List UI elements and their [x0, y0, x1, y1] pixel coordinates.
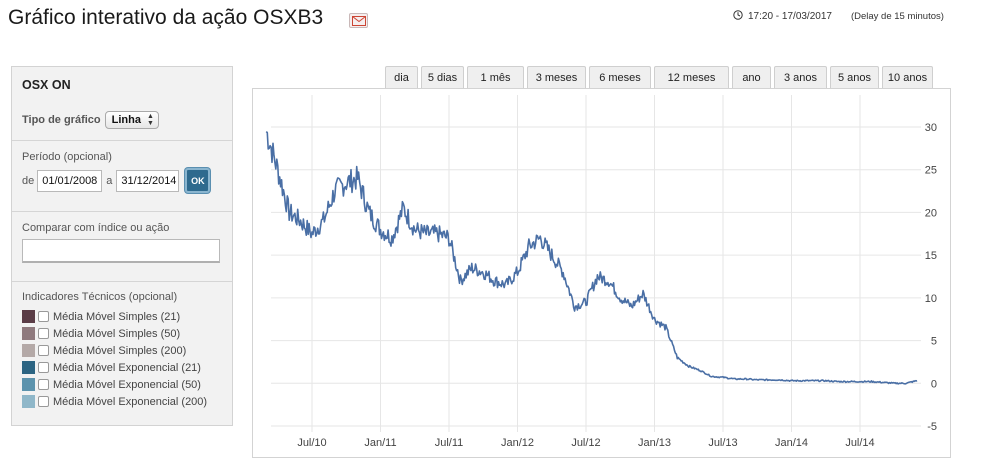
page-title: Gráfico interativo da ação OSXB3	[8, 6, 324, 29]
indicator-label: Média Móvel Exponencial (50)	[53, 378, 201, 391]
indicator-item[interactable]: Média Móvel Exponencial (200)	[22, 393, 222, 410]
indicator-checkbox[interactable]	[38, 396, 49, 407]
tab-period[interactable]: 3 meses	[527, 66, 586, 88]
chart-type-select[interactable]: Linha ▲ ▼	[104, 111, 159, 129]
y-tick-label: 20	[925, 207, 937, 219]
indicator-checkbox[interactable]	[38, 311, 49, 322]
price-series-line	[265, 131, 918, 385]
indicator-item[interactable]: Média Móvel Exponencial (21)	[22, 359, 222, 376]
indicator-swatch	[22, 344, 35, 357]
x-tick-label: Jan/12	[501, 437, 534, 449]
indicator-label: Média Móvel Simples (200)	[53, 344, 187, 357]
price-chart: 30 25 20 15 10 5 0 -5 Jul/10 Jan/11 Jul/11 Jan/12 Ju…	[252, 88, 951, 458]
compare-section: Comparar com índice ou ação	[12, 212, 232, 282]
from-date-field[interactable]: 01/01/2008	[37, 169, 103, 192]
tab-period[interactable]: 12 meses	[654, 66, 729, 88]
from-label: de	[22, 174, 35, 187]
y-tick-label: 10	[925, 293, 937, 305]
tab-period[interactable]: 5 anos	[830, 66, 879, 88]
x-tick-label: Jan/11	[364, 437, 396, 449]
tab-period[interactable]: 6 meses	[589, 66, 651, 88]
indicator-swatch	[22, 395, 35, 408]
timestamp-bar: 17:20 - 17/03/2017 (Delay de 15 minutos)	[733, 10, 944, 23]
indicator-swatch	[22, 310, 35, 323]
indicators-label: Indicadores Técnicos (opcional)	[22, 291, 178, 303]
to-date-field[interactable]: 31/12/2014	[116, 169, 180, 192]
delay-note: (Delay de 15 minutos)	[850, 11, 944, 22]
indicator-checkbox[interactable]	[38, 379, 49, 390]
indicators-section: Indicadores Técnicos (opcional) Média Mó…	[12, 282, 232, 410]
period-tabs: dia 5 dias 1 mês 3 meses 6 meses 12 meses ano 3…	[385, 66, 936, 88]
period-section: Período (opcional) de 01/01/2008 a 31/12…	[12, 141, 232, 212]
indicator-label: Média Móvel Simples (21)	[53, 310, 181, 323]
x-tick-label: Jan/14	[775, 437, 808, 449]
indicator-checkbox[interactable]	[38, 362, 49, 373]
to-label: a	[106, 174, 113, 187]
y-tick-label: 25	[925, 165, 937, 177]
x-tick-label: Jan/13	[638, 437, 671, 449]
indicator-item[interactable]: Média Móvel Simples (200)	[22, 342, 222, 359]
indicator-label: Média Móvel Exponencial (200)	[53, 395, 208, 408]
x-tick-label: Jul/14	[845, 437, 874, 449]
chart-options-panel: OSX ON Tipo de gráfico Linha ▲ ▼ Período …	[11, 66, 233, 426]
period-label: Período (opcional)	[22, 151, 112, 163]
chart-canvas: 30 25 20 15 10 5 0 -5 Jul/10 Jan/11 Jul/11 Jan/12 Ju…	[265, 95, 937, 449]
indicator-swatch	[22, 361, 35, 374]
x-tick-label: Jul/10	[297, 437, 326, 449]
indicator-label: Média Móvel Simples (50)	[53, 327, 181, 340]
tab-period[interactable]: 3 anos	[774, 66, 827, 88]
stock-section: OSX ON Tipo de gráfico Linha ▲ ▼	[12, 67, 232, 141]
indicator-label: Média Móvel Exponencial (21)	[53, 361, 201, 374]
indicator-swatch	[22, 378, 35, 391]
y-tick-label: 30	[925, 122, 937, 134]
tab-period[interactable]: 5 dias	[421, 66, 464, 88]
select-arrows-icon: ▲ ▼	[146, 113, 154, 127]
indicator-swatch	[22, 327, 35, 340]
compare-label: Comparar com índice ou ação	[22, 222, 170, 234]
clock-icon	[733, 10, 743, 23]
x-tick-label: Jul/11	[435, 437, 464, 449]
indicator-item[interactable]: Média Móvel Exponencial (50)	[22, 376, 222, 393]
stock-name: OSX ON	[22, 78, 71, 92]
y-tick-label: 5	[931, 336, 937, 348]
tab-period[interactable]: dia	[385, 66, 418, 88]
x-tick-label: Jul/12	[571, 437, 600, 449]
x-tick-label: Jul/13	[708, 437, 737, 449]
tab-period[interactable]: ano	[732, 66, 771, 88]
chart-type-value: Linha	[111, 114, 141, 126]
indicator-item[interactable]: Média Móvel Simples (21)	[22, 308, 222, 325]
y-tick-label: 15	[925, 250, 937, 262]
y-tick-label: 0	[931, 378, 937, 390]
indicator-item[interactable]: Média Móvel Simples (50)	[22, 325, 222, 342]
email-icon[interactable]	[349, 13, 368, 28]
compare-input[interactable]	[22, 239, 220, 263]
indicator-checkbox[interactable]	[38, 328, 49, 339]
indicator-checkbox[interactable]	[38, 345, 49, 356]
tab-period[interactable]: 10 anos	[882, 66, 933, 88]
tab-period[interactable]: 1 mês	[467, 66, 524, 88]
timestamp-text: 17:20 - 17/03/2017	[748, 11, 832, 22]
y-tick-label: -5	[927, 421, 937, 433]
chart-type-label: Tipo de gráfico	[22, 114, 101, 126]
ok-button[interactable]: OK	[185, 168, 211, 193]
